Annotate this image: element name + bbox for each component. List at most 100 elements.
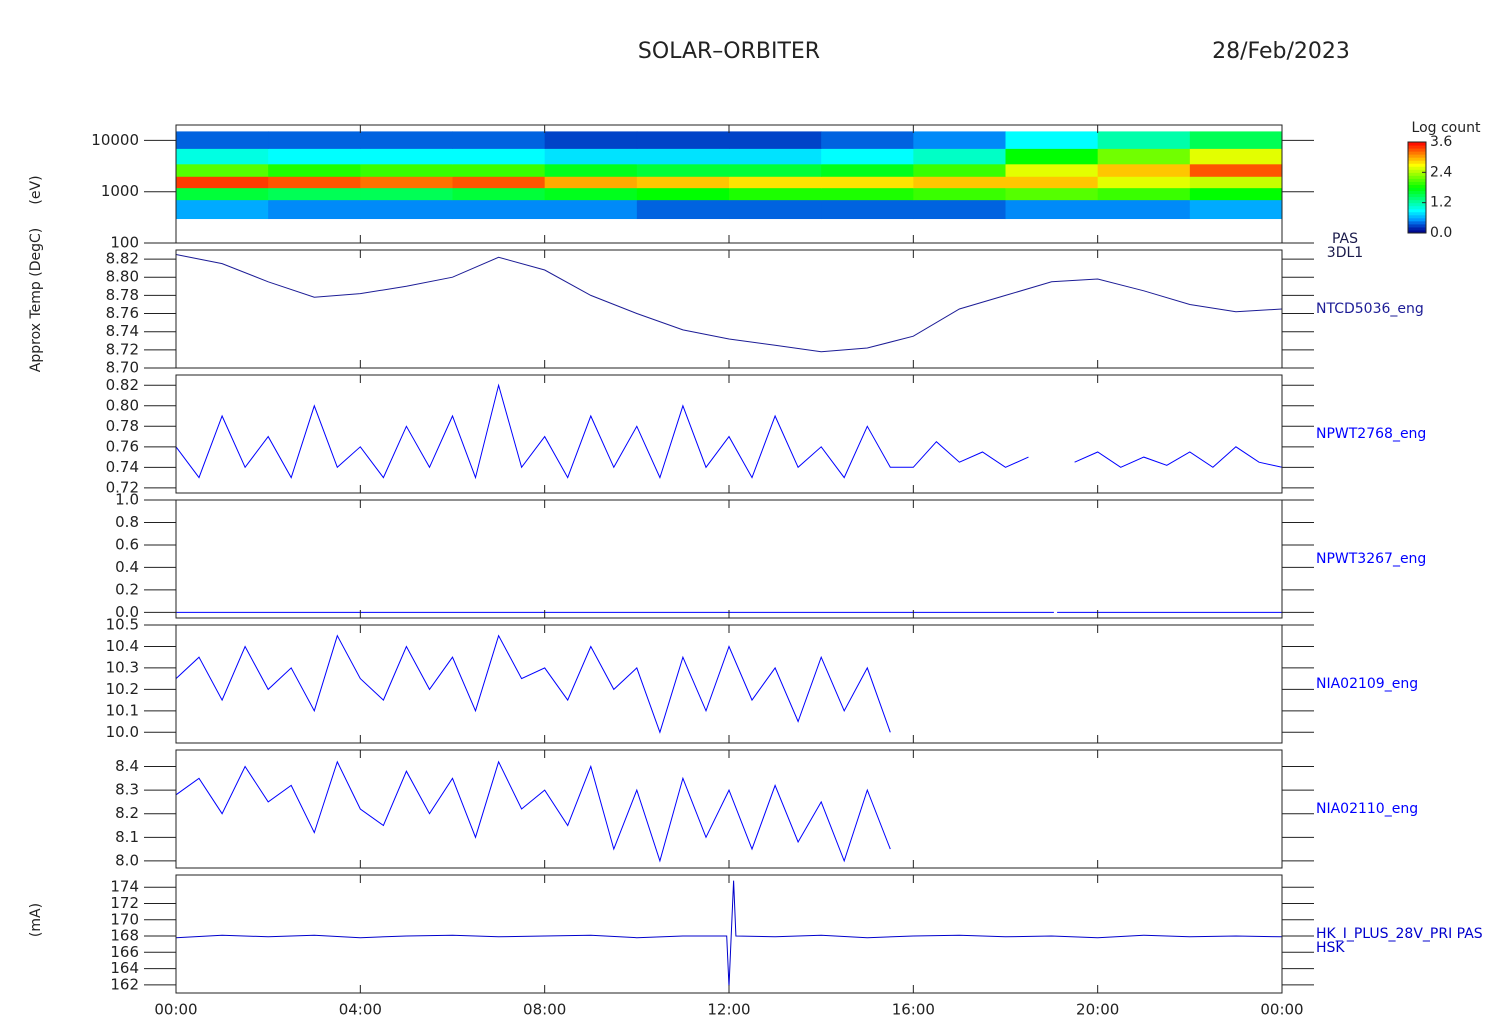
heatmap-cell (821, 187, 914, 201)
panel-label: NPWT3267_eng (1316, 551, 1426, 567)
heatmap-cell (268, 176, 361, 189)
heatmap-cell (913, 199, 1006, 220)
heatmap-cell (636, 163, 730, 177)
heatmap-cell (360, 131, 453, 149)
heatmap-cell (1005, 163, 1099, 177)
x-tick-label: 04:00 (339, 1001, 382, 1019)
panel-label: PAS (1332, 231, 1358, 247)
heatmap-cell (544, 131, 638, 149)
panel-frame (175, 374, 1283, 494)
colorbar-swatch (1408, 196, 1426, 201)
colorbar-swatch (1408, 160, 1426, 164)
y-tick-label: 0.82 (106, 376, 139, 394)
heatmap-cell (913, 131, 1006, 149)
heatmap-cell (176, 163, 269, 177)
y-tick-label: 0.6 (115, 535, 139, 553)
heatmap-cell (729, 163, 822, 177)
heatmap-cell (176, 131, 269, 149)
y-tick-label: 10.4 (106, 637, 139, 655)
y-axis-label: (eV) (28, 175, 44, 204)
panel-frame (175, 249, 1283, 369)
heatmap-cell (1097, 187, 1191, 201)
heatmap-cell (1005, 131, 1099, 149)
heatmap-cell (268, 131, 361, 149)
heatmap-cell (452, 148, 546, 165)
panel-label: NPWT2768_eng (1316, 426, 1426, 442)
heatmap-cell (913, 187, 1006, 201)
y-tick-label: 8.0 (115, 851, 139, 869)
y-tick-label: 8.2 (115, 804, 139, 822)
y-tick-label: 164 (110, 959, 139, 977)
heatmap-cell (1097, 199, 1191, 220)
colorbar-swatch (1408, 163, 1426, 167)
colorbar-swatch (1408, 184, 1426, 188)
y-tick-label: 0.0 (115, 603, 139, 621)
heatmap-cell (913, 163, 1006, 177)
y-tick-label: 8.76 (106, 304, 139, 322)
y-tick-label: 8.82 (106, 250, 139, 268)
colorbar-swatch (1408, 142, 1426, 146)
heatmap-cell (1189, 148, 1283, 165)
heatmap-cell (636, 148, 730, 165)
heatmap-cell (268, 187, 361, 201)
colorbar-swatch (1408, 193, 1426, 198)
colorbar-swatch (1408, 175, 1426, 179)
y-tick-label: 0.4 (115, 558, 139, 576)
colorbar-swatch (1408, 229, 1426, 234)
heatmap-cell (1097, 176, 1191, 189)
colorbar-swatch (1408, 214, 1426, 219)
heatmap-cell (176, 199, 269, 220)
colorbar-swatch (1408, 148, 1426, 152)
y-tick-label: 1.0 (115, 491, 139, 509)
colorbar-swatch (1408, 181, 1426, 185)
x-tick-label: 08:00 (523, 1001, 566, 1019)
heatmap-cell (821, 163, 914, 177)
colorbar-swatch (1408, 154, 1426, 158)
panel-frame (175, 624, 1283, 744)
colorbar-swatch (1408, 190, 1426, 195)
heatmap-cell (729, 199, 822, 220)
x-tick-label: 00:00 (1260, 1001, 1303, 1019)
panel-label: HK_I_PLUS_28V_PRI PAS (1316, 926, 1483, 942)
x-tick-label: 16:00 (892, 1001, 935, 1019)
y-tick-label: 0.72 (106, 478, 139, 496)
y-tick-label: 0.2 (115, 580, 139, 598)
heatmap-cell (729, 176, 822, 189)
heatmap-cell (636, 187, 730, 201)
heatmap-cell (1005, 176, 1099, 189)
colorbar-swatch (1408, 178, 1426, 182)
y-tick-label: 8.74 (106, 322, 139, 340)
heatmap-cell (636, 176, 730, 189)
heatmap-cell (360, 148, 453, 165)
heatmap-cell (544, 163, 638, 177)
heatmap-cell (1189, 163, 1283, 177)
colorbar-swatch (1408, 157, 1426, 161)
y-tick-label: 8.3 (115, 781, 139, 799)
heatmap-cell (636, 131, 730, 149)
heatmap-cell (268, 163, 361, 177)
heatmap-cell (176, 176, 269, 189)
heatmap-cell (452, 131, 546, 149)
colorbar-swatch (1408, 226, 1426, 231)
y-tick-label: 0.76 (106, 437, 139, 455)
y-tick-label: 10.0 (106, 723, 139, 741)
heatmap-cell (1097, 131, 1191, 149)
heatmap-cell (1005, 148, 1099, 165)
heatmap-cell (360, 176, 453, 189)
heatmap-cell (821, 131, 914, 149)
panel-label: 3DL1 (1327, 245, 1363, 261)
data-line (175, 254, 1283, 353)
y-tick-label: 166 (110, 943, 139, 961)
colorbar-swatch (1408, 145, 1426, 149)
heatmap-cell (1189, 187, 1283, 201)
panel-label: NIA02110_eng (1316, 801, 1418, 817)
y-tick-label: 10.3 (106, 658, 139, 676)
heatmap-cell (821, 176, 914, 189)
heatmap-cell (268, 199, 361, 220)
colorbar-swatch (1408, 220, 1426, 225)
data-line (175, 383, 1283, 480)
colorbar-swatch (1408, 172, 1426, 176)
heatmap-cell (544, 176, 638, 189)
x-tick-label: 00:00 (154, 1001, 197, 1019)
